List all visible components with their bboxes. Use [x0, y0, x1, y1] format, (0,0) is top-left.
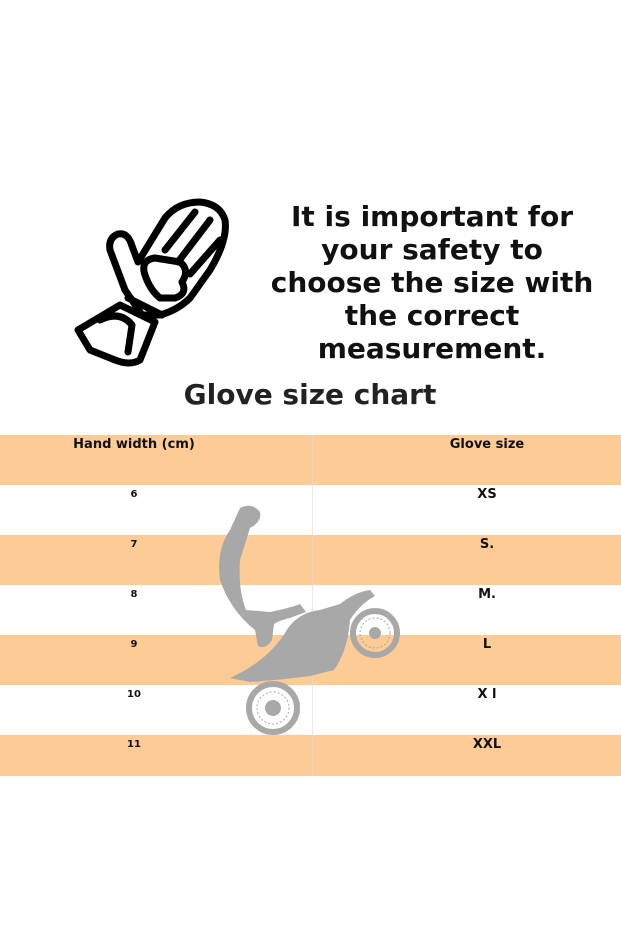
hand-width: 7: [130, 539, 138, 550]
hand-width: 10: [127, 689, 141, 700]
chart-title: Glove size chart: [183, 378, 437, 411]
headline-line: the correct: [344, 299, 520, 332]
glove-size: XS: [477, 487, 497, 502]
glove-size: X l: [477, 687, 497, 702]
table-row: 7 S.: [0, 535, 621, 585]
header-hand-width: Hand width (cm): [73, 437, 195, 452]
headline-line: It is important for: [291, 200, 573, 233]
table-row: 11 XXL: [0, 735, 621, 776]
table-header: Hand width (cm) Glove size: [0, 435, 621, 485]
glove-size: XXL: [472, 737, 502, 752]
headline-line: choose the size with: [270, 266, 594, 299]
safety-headline: It is important for your safety to choos…: [262, 200, 602, 365]
glove-size: M.: [478, 587, 496, 602]
table-row: 10 X l: [0, 685, 621, 735]
header-glove-size: Glove size: [449, 437, 525, 452]
glove-size: S.: [479, 537, 495, 552]
glove-icon: [74, 198, 229, 367]
hand-width: 6: [130, 489, 138, 500]
table-row: 6 XS: [0, 485, 621, 535]
headline-line: your safety to: [321, 233, 543, 266]
headline-line: measurement.: [317, 332, 547, 365]
motocross-rider-silhouette: [219, 505, 400, 735]
hand-width: 11: [127, 739, 141, 750]
column-divider: [312, 435, 313, 776]
glove-size: L: [482, 637, 492, 652]
hand-width: 8: [130, 589, 138, 600]
hand-width: 9: [130, 639, 138, 650]
